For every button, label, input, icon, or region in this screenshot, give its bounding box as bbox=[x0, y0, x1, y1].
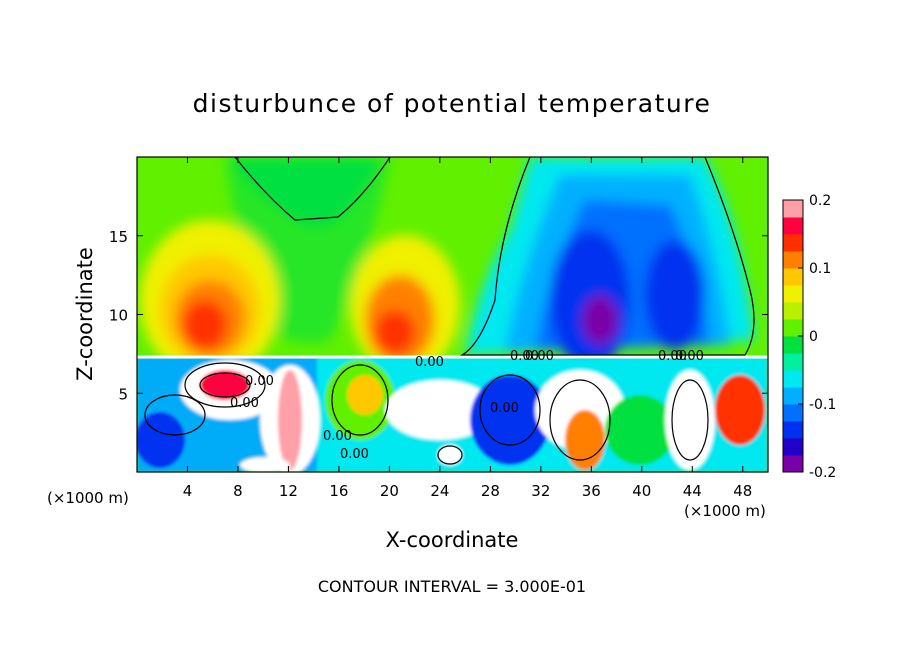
orange-patch-7 bbox=[565, 410, 605, 470]
contour-label: 0.00 bbox=[415, 355, 444, 370]
warm-anomaly-mid-peak bbox=[375, 310, 415, 354]
colorbar-swatch bbox=[783, 302, 803, 320]
contour-lower-7 bbox=[144, 394, 206, 436]
colorbar-swatch bbox=[783, 353, 803, 371]
colorbar-swatch bbox=[783, 319, 803, 337]
red-patch-10 bbox=[715, 375, 765, 445]
colorbar-swatch bbox=[783, 285, 803, 303]
contour-lower-6 bbox=[671, 379, 709, 461]
x-tick-label: 48 bbox=[733, 482, 752, 500]
colorbar-tick-label: -0.2 bbox=[809, 465, 836, 481]
warm-anomaly-left-peak bbox=[183, 300, 227, 350]
upper-field bbox=[140, 157, 755, 380]
x-tick-label: 36 bbox=[582, 482, 601, 500]
cold-core-right bbox=[645, 240, 705, 350]
contour-label: 0.00 bbox=[525, 349, 554, 364]
contour-label: 0.00 bbox=[230, 396, 259, 411]
contour-label: 0.00 bbox=[510, 349, 539, 364]
contour-lower-3 bbox=[331, 364, 389, 436]
contour-label: 0.00 bbox=[340, 447, 369, 462]
contour-lower-4 bbox=[479, 374, 541, 446]
lower-turbulent-field bbox=[137, 357, 768, 472]
cold-core-peak bbox=[582, 295, 618, 345]
colorbar-swatch bbox=[783, 251, 803, 269]
white-patch-9 bbox=[665, 370, 715, 470]
white-patch-4 bbox=[385, 380, 495, 440]
x-unit-right: (×1000 m) bbox=[684, 502, 766, 520]
x-tick-label: 28 bbox=[481, 482, 500, 500]
colorbar-tick-label: 0.2 bbox=[809, 193, 831, 209]
blue-patch-11 bbox=[137, 412, 185, 468]
colorbar-tick-label: 0.1 bbox=[809, 261, 831, 277]
contour-lines bbox=[144, 157, 755, 465]
x-axis: 4 8 12 16 20 24 28 32 36 40 44 48 bbox=[183, 157, 752, 500]
colorbar-swatch bbox=[783, 370, 803, 388]
colorbar-swatch bbox=[783, 234, 803, 252]
y-tick-label: 10 bbox=[109, 307, 128, 325]
white-patch-12 bbox=[240, 457, 290, 472]
x-unit-left: (×1000 m) bbox=[47, 489, 129, 507]
colorbar-swatch bbox=[783, 421, 803, 439]
colorbar-tick-label: -0.1 bbox=[809, 397, 836, 413]
red-streak-2 bbox=[278, 370, 302, 470]
y-axis: 5 10 15 bbox=[109, 228, 768, 403]
colorbar-swatch bbox=[783, 217, 803, 235]
yellow-patch-3 bbox=[347, 375, 383, 415]
x-tick-label: 32 bbox=[531, 482, 550, 500]
white-patch-13 bbox=[438, 445, 462, 465]
zero-contour-right bbox=[459, 157, 755, 356]
x-tick-label: 40 bbox=[632, 482, 651, 500]
colorbar-swatch bbox=[783, 268, 803, 286]
x-tick-label: 12 bbox=[279, 482, 298, 500]
x-tick-label: 24 bbox=[430, 482, 449, 500]
x-axis-label: X-coordinate bbox=[386, 528, 519, 552]
red-ring-1 bbox=[200, 370, 250, 400]
x-tick-label: 16 bbox=[329, 482, 348, 500]
contour-label: 0.00 bbox=[245, 374, 274, 389]
contour-label: 0.00 bbox=[675, 349, 704, 364]
contour-lower-2 bbox=[199, 372, 251, 398]
contour-lower-8 bbox=[437, 445, 463, 465]
y-axis-label: Z-coordinate bbox=[73, 247, 97, 381]
contour-lower-5 bbox=[549, 379, 611, 461]
colorbar: 0.2 0.1 0 -0.1 -0.2 bbox=[782, 193, 836, 481]
x-tick-label: 44 bbox=[683, 482, 702, 500]
contour-labels: 0.00 0.00 0.00 0.00 0.00 0.00 0.00 0.00 … bbox=[230, 349, 704, 462]
contour-label: 0.00 bbox=[490, 401, 519, 416]
y-tick-label: 15 bbox=[109, 228, 128, 246]
plot-area: 0.00 0.00 0.00 0.00 0.00 0.00 0.00 0.00 … bbox=[137, 157, 768, 472]
zero-contour-left bbox=[234, 157, 391, 221]
colorbar-swatch bbox=[783, 336, 803, 354]
colorbar-swatch bbox=[783, 455, 803, 473]
colorbar-swatch bbox=[783, 404, 803, 422]
x-tick-label: 4 bbox=[183, 482, 193, 500]
x-tick-label: 20 bbox=[380, 482, 399, 500]
colorbar-swatch bbox=[783, 387, 803, 405]
x-tick-label: 8 bbox=[233, 482, 243, 500]
contour-lower-1 bbox=[184, 362, 266, 408]
green-patch-8 bbox=[605, 395, 675, 465]
colorbar-tick-label: 0 bbox=[809, 329, 818, 345]
chart-title: disturbunce of potential temperature bbox=[193, 89, 712, 118]
contour-label: 0.00 bbox=[658, 349, 687, 364]
y-tick-label: 5 bbox=[118, 385, 128, 403]
contour-label: 0.00 bbox=[323, 429, 352, 444]
colorbar-swatch bbox=[783, 438, 803, 456]
blue-patch-5 bbox=[470, 375, 550, 465]
contour-interval-note: CONTOUR INTERVAL = 3.000E-01 bbox=[318, 577, 586, 596]
colorbar-swatch bbox=[783, 200, 803, 218]
